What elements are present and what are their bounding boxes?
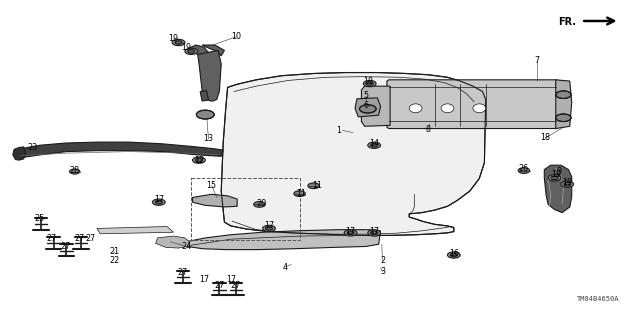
- Circle shape: [548, 175, 561, 181]
- Text: 11: 11: [296, 189, 306, 198]
- Text: 1: 1: [337, 126, 342, 135]
- Text: 17: 17: [369, 227, 380, 236]
- Text: FR.: FR.: [558, 17, 576, 27]
- Text: 17: 17: [199, 275, 209, 284]
- Text: 27: 27: [231, 281, 241, 290]
- Text: 19: 19: [168, 34, 179, 43]
- Text: 18: 18: [541, 133, 550, 143]
- Circle shape: [308, 183, 319, 189]
- Polygon shape: [198, 50, 221, 101]
- Text: 18: 18: [364, 77, 373, 85]
- Circle shape: [561, 181, 573, 187]
- Text: 21: 21: [109, 247, 120, 256]
- Text: 2: 2: [380, 256, 385, 265]
- Circle shape: [451, 253, 458, 257]
- Circle shape: [196, 110, 214, 119]
- Text: 19: 19: [562, 178, 572, 187]
- Circle shape: [262, 225, 275, 232]
- Circle shape: [364, 80, 376, 87]
- Circle shape: [368, 230, 381, 236]
- Text: 17: 17: [154, 196, 164, 204]
- Text: 27: 27: [178, 268, 188, 277]
- Text: 14: 14: [369, 138, 379, 148]
- Circle shape: [556, 91, 571, 99]
- Circle shape: [294, 191, 305, 197]
- Text: 28: 28: [70, 166, 80, 175]
- Text: 17: 17: [264, 221, 274, 230]
- Text: 11: 11: [312, 181, 322, 190]
- Text: 12: 12: [194, 156, 204, 165]
- Polygon shape: [156, 236, 189, 248]
- Circle shape: [366, 82, 373, 85]
- Text: 5: 5: [364, 91, 369, 100]
- Text: 27: 27: [46, 234, 56, 243]
- Text: 17: 17: [346, 227, 356, 236]
- Polygon shape: [387, 80, 563, 129]
- Text: 19: 19: [181, 43, 191, 52]
- Text: 24: 24: [181, 242, 191, 251]
- Text: 15: 15: [207, 181, 217, 190]
- Ellipse shape: [409, 104, 422, 113]
- Text: 16: 16: [449, 249, 459, 258]
- Circle shape: [344, 230, 357, 236]
- Text: 22: 22: [109, 256, 120, 264]
- Text: 3: 3: [380, 267, 385, 276]
- Circle shape: [156, 200, 163, 204]
- Circle shape: [172, 39, 185, 46]
- Polygon shape: [556, 80, 572, 129]
- Circle shape: [447, 252, 460, 258]
- Circle shape: [193, 157, 205, 163]
- Polygon shape: [221, 72, 486, 235]
- Circle shape: [253, 202, 265, 207]
- Circle shape: [371, 144, 378, 147]
- Circle shape: [564, 182, 571, 186]
- Polygon shape: [13, 147, 26, 160]
- Text: 23: 23: [27, 143, 37, 152]
- Text: 9: 9: [556, 167, 561, 176]
- Polygon shape: [200, 91, 209, 101]
- Circle shape: [175, 41, 182, 44]
- Text: 19: 19: [550, 170, 561, 179]
- Text: 26: 26: [519, 164, 529, 173]
- Text: 7: 7: [534, 56, 540, 65]
- Circle shape: [70, 169, 80, 174]
- Circle shape: [195, 159, 202, 162]
- Circle shape: [152, 199, 165, 205]
- Circle shape: [556, 114, 571, 122]
- Text: 8: 8: [426, 125, 431, 134]
- Text: 10: 10: [231, 32, 241, 41]
- Circle shape: [371, 231, 378, 234]
- Circle shape: [347, 231, 354, 234]
- Polygon shape: [193, 194, 237, 207]
- Text: TM84B4650A: TM84B4650A: [577, 296, 620, 302]
- Text: 13: 13: [204, 134, 214, 144]
- Text: 20: 20: [256, 199, 266, 208]
- Polygon shape: [97, 226, 173, 234]
- Bar: [191, 178, 300, 240]
- Circle shape: [185, 48, 198, 55]
- Polygon shape: [186, 230, 381, 250]
- Ellipse shape: [473, 104, 486, 113]
- Polygon shape: [202, 45, 225, 56]
- Circle shape: [266, 227, 273, 230]
- Polygon shape: [189, 45, 209, 57]
- Text: 27: 27: [214, 281, 225, 290]
- Polygon shape: [544, 165, 572, 213]
- Circle shape: [360, 105, 376, 113]
- Polygon shape: [17, 142, 223, 158]
- Polygon shape: [355, 98, 381, 117]
- Text: 27: 27: [60, 242, 70, 251]
- Text: 4: 4: [282, 263, 287, 271]
- Text: 25: 25: [35, 213, 45, 222]
- Circle shape: [551, 176, 558, 180]
- Circle shape: [188, 50, 195, 53]
- Polygon shape: [362, 86, 390, 126]
- Text: 27: 27: [86, 234, 96, 243]
- Text: 17: 17: [226, 275, 236, 284]
- Circle shape: [368, 142, 381, 148]
- Ellipse shape: [441, 104, 454, 113]
- Text: 27: 27: [74, 234, 84, 243]
- Circle shape: [518, 168, 530, 174]
- Text: 6: 6: [364, 101, 369, 110]
